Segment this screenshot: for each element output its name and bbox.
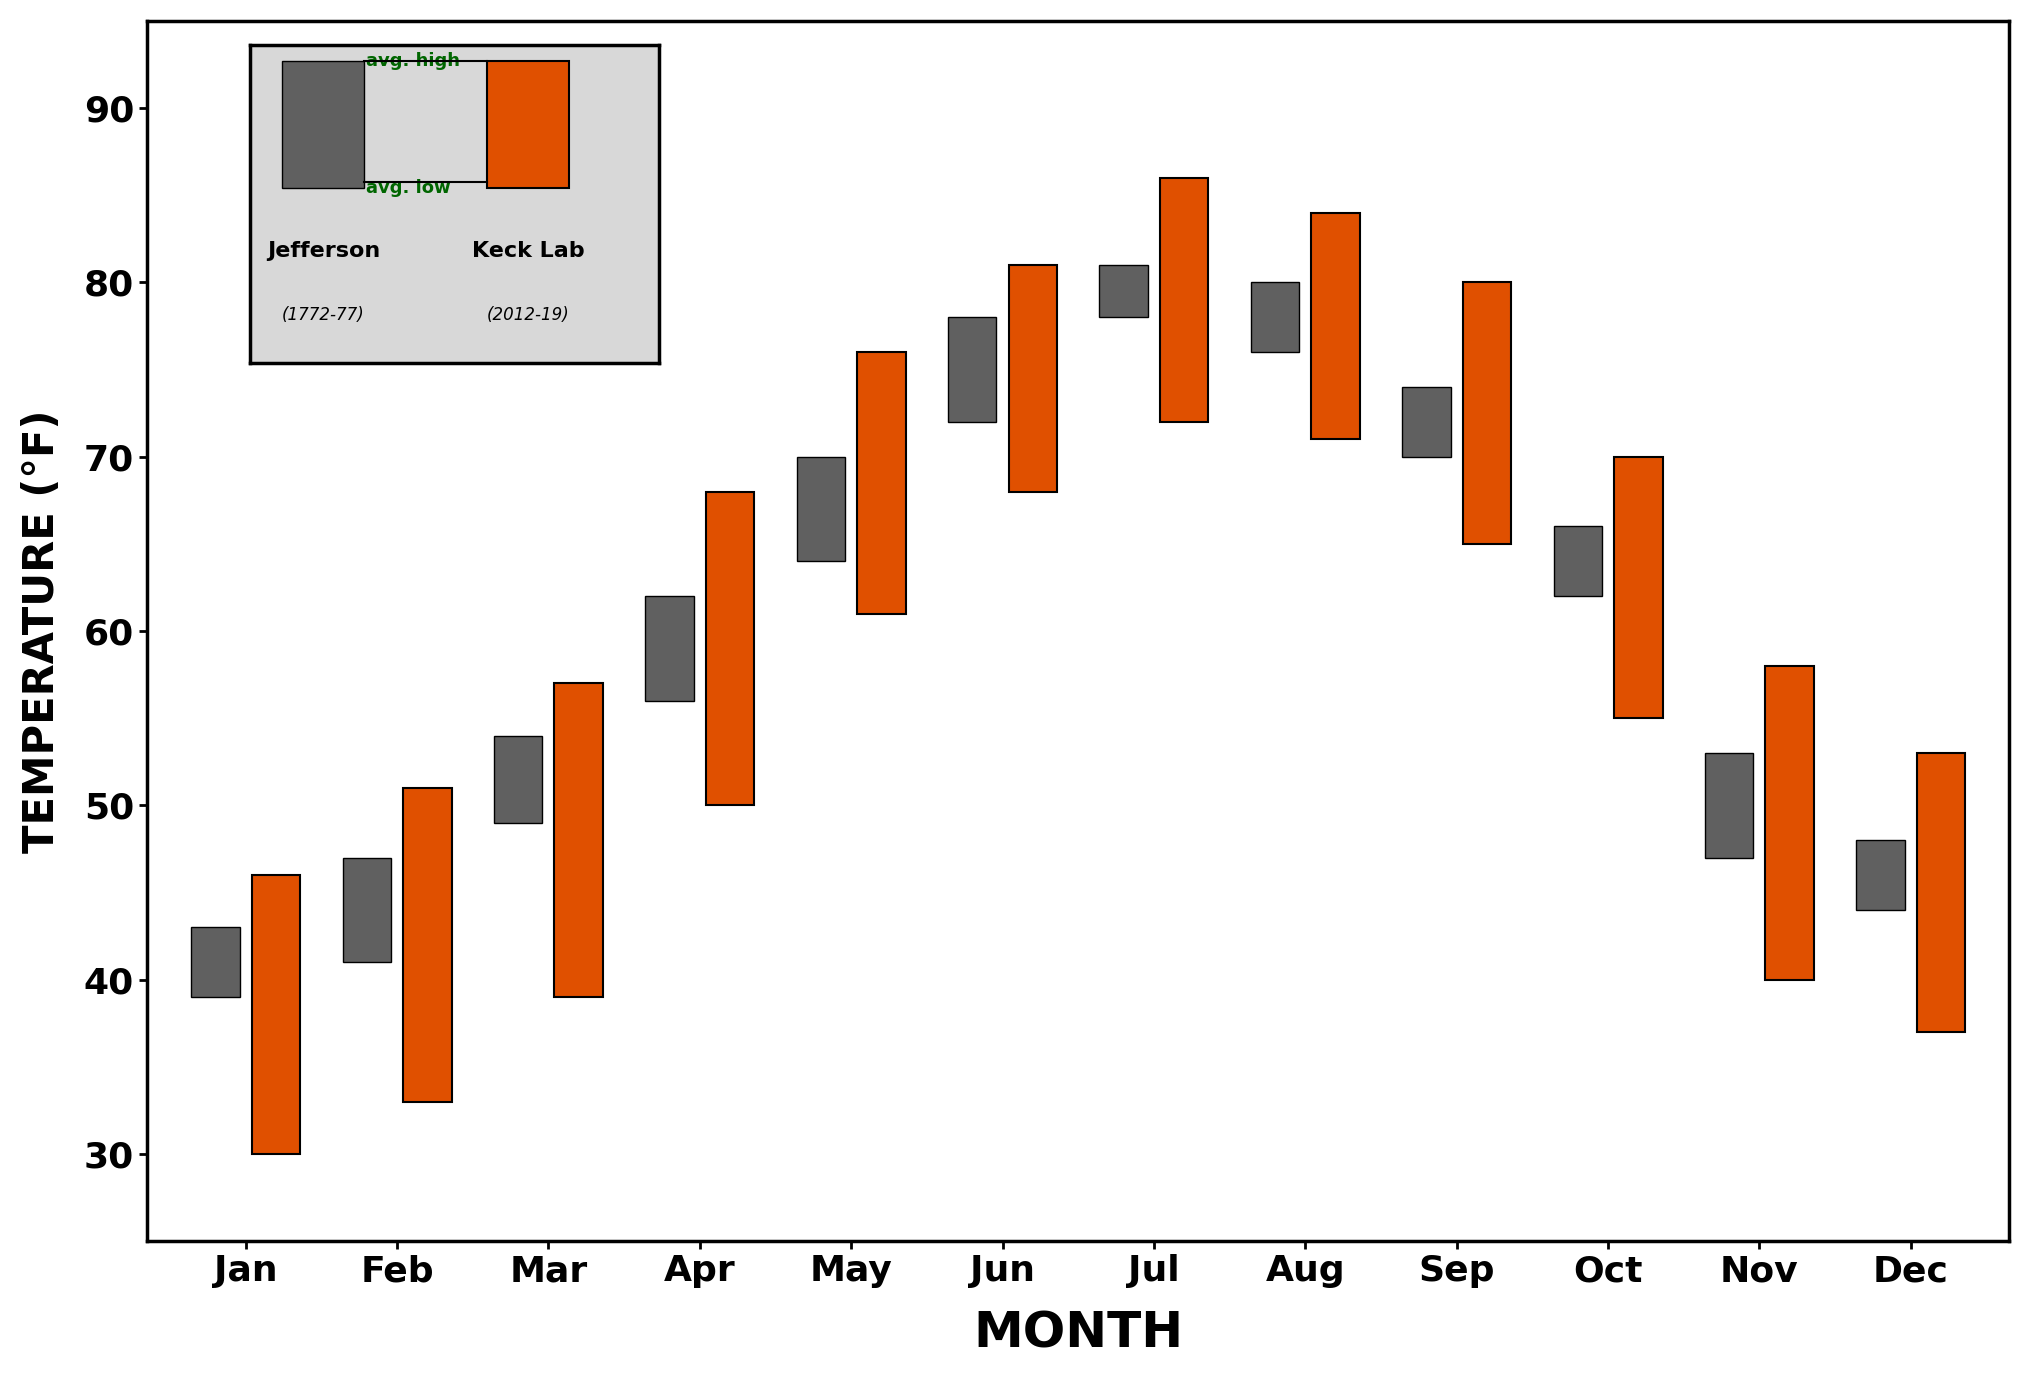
Bar <box>1614 456 1663 718</box>
Bar <box>252 875 300 1153</box>
Bar <box>1916 752 1965 1032</box>
Bar <box>493 736 542 823</box>
Bar <box>1100 265 1147 317</box>
Bar <box>1705 752 1754 857</box>
Bar <box>1766 666 1815 980</box>
Bar <box>948 317 997 422</box>
Bar <box>1311 212 1360 440</box>
Bar <box>1250 282 1299 351</box>
Bar <box>343 857 392 962</box>
X-axis label: MONTH: MONTH <box>972 1309 1183 1357</box>
Y-axis label: TEMPERATURE (°F): TEMPERATURE (°F) <box>20 409 63 853</box>
Bar <box>404 788 451 1101</box>
Bar <box>1009 265 1058 492</box>
Bar <box>857 351 905 613</box>
Bar <box>706 492 755 805</box>
Bar <box>1553 526 1602 597</box>
Bar <box>1159 178 1208 422</box>
Bar <box>1403 387 1451 456</box>
Bar <box>191 927 240 998</box>
Bar <box>1855 841 1904 909</box>
Bar <box>1464 282 1510 544</box>
Bar <box>554 683 603 998</box>
Bar <box>796 456 844 561</box>
Bar <box>646 597 694 701</box>
